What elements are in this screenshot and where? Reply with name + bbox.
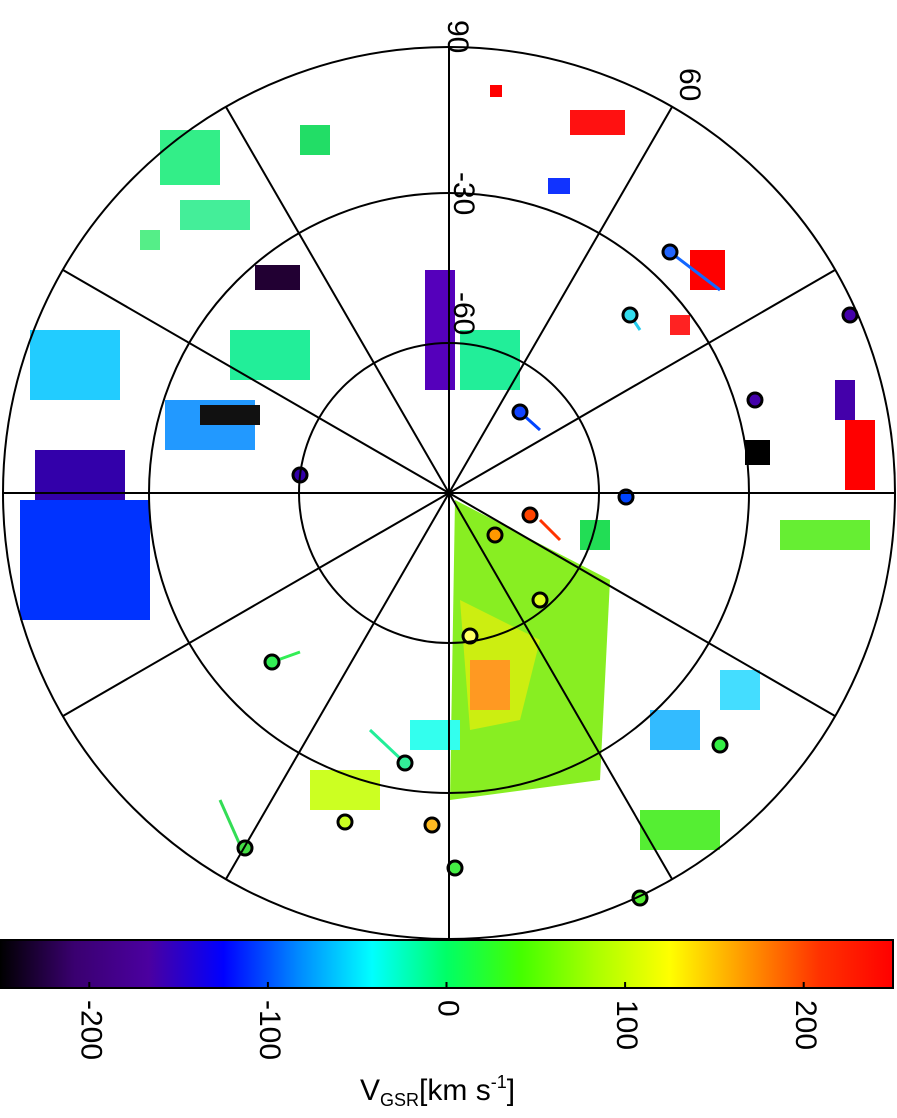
colorbar-label: VGSR[km s-1]: [360, 1072, 515, 1110]
clouds: [20, 85, 875, 850]
colorbar-tick-label: 200: [789, 1000, 822, 1050]
colorbar-tick-label: 0: [432, 1000, 465, 1017]
grid-label: 60: [673, 68, 706, 101]
colorbar-tick-label: 100: [610, 1000, 643, 1050]
grid-label: -60: [447, 292, 480, 335]
grid-label: 90: [441, 20, 474, 53]
polar-grid: [2, 46, 896, 940]
colorbar-tick-label: -200: [74, 1000, 107, 1060]
colorbar-tick-label: -100: [253, 1000, 286, 1060]
sightlines: [218, 243, 859, 907]
colorbar: [0, 939, 894, 989]
grid-label: -30: [447, 172, 480, 215]
